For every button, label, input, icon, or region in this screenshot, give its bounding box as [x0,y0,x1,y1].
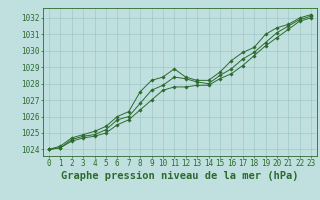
X-axis label: Graphe pression niveau de la mer (hPa): Graphe pression niveau de la mer (hPa) [61,171,299,181]
